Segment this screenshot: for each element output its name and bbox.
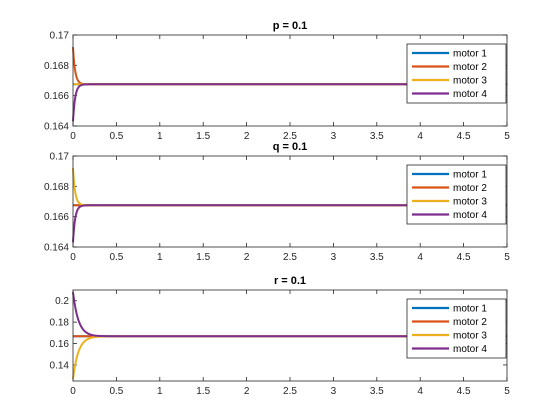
subplot-title: q = 0.1 [273,141,308,153]
series-lines [72,291,507,380]
axis-ticks: 0 0.5 1 1.5 2 2.5 3 3.5 4 4.5 5 0.164 0.166 0.168 0.17 [44,152,510,264]
axes-box [72,34,508,127]
axis-ticks: 0 0.5 1 1.5 2 2.5 3 3.5 4 4.5 5 0.164 0.166 0.168 0.17 [44,31,510,143]
y-tick-label: 0.168 [44,61,69,72]
legend-label: motor 2 [453,62,487,73]
y-tick-label: 0.2 [55,296,69,307]
x-tick-label: 0.5 [109,131,123,142]
legend: motor 1 motor 2 motor 3 motor 4 [406,43,507,104]
subplot-title: p = 0.1 [273,20,308,32]
x-tick-label: 5 [504,252,510,263]
y-tick-label: 0.18 [50,318,70,329]
x-tick-label: 1.5 [196,131,210,142]
x-tick-label: 0 [70,131,76,142]
x-tick-label: 0.5 [109,386,123,397]
y-tick-label: 0.17 [50,152,70,163]
x-tick-label: 3 [331,252,337,263]
x-tick-label: 2 [244,252,250,263]
legend-label: motor 2 [453,317,487,328]
y-tick-label: 0.16 [50,339,70,350]
series-lines [72,46,507,123]
legend-label: motor 3 [453,197,487,208]
legend-label: motor 1 [453,170,487,181]
x-tick-label: 4 [417,131,423,142]
x-tick-label: 2 [244,386,250,397]
x-tick-label: 1 [157,386,163,397]
series-line-motor-4 [72,83,507,123]
axes-box [72,289,508,382]
y-tick-label: 0.164 [44,243,69,254]
legend: motor 1 motor 2 motor 3 motor 4 [406,164,507,225]
series-line-motor-4 [72,204,507,244]
legend-label: motor 4 [453,89,487,100]
x-tick-label: 0 [70,252,76,263]
x-tick-label: 3.5 [370,131,384,142]
legend-label: motor 3 [453,331,487,342]
y-tick-label: 0.168 [44,182,69,193]
x-tick-label: 3 [331,386,337,397]
x-tick-label: 1 [157,131,163,142]
x-tick-label: 4.5 [457,131,471,142]
x-tick-label: 2.5 [283,252,297,263]
legend-label: motor 1 [453,49,487,60]
subplot-q: q = 0.1 0 0.5 1 1.5 2 2.5 3 3.5 4 4.5 50.1640.1660… [44,141,510,263]
legend-label: motor 4 [453,344,487,355]
y-tick-label: 0.17 [50,31,70,42]
x-tick-label: 5 [504,386,510,397]
x-tick-label: 4.5 [457,252,471,263]
legend-label: motor 1 [453,304,487,315]
x-tick-label: 5 [504,131,510,142]
legend-label: motor 4 [453,210,487,221]
y-tick-label: 0.14 [50,360,70,371]
x-tick-label: 4 [417,386,423,397]
axis-ticks: 0 0.5 1 1.5 2 2.5 3 3.5 4 4.5 5 0.14 0.16 0.18 0.2 [50,290,510,397]
x-tick-label: 4 [417,252,423,263]
x-tick-label: 4.5 [457,386,471,397]
series-line-motor-4 [72,291,507,338]
x-tick-label: 3.5 [370,252,384,263]
y-tick-label: 0.166 [44,212,69,223]
subplot-p: p = 0.1 0 0.5 1 1.5 2 2.5 3 3.5 4 4.5 50.1640.1660… [44,20,510,142]
y-tick-label: 0.166 [44,91,69,102]
subplot-r: r = 0.1 0 0.5 1 1.5 2 2.5 3 3.5 4 4.5 5 0.14 0.16 0.1… [50,275,511,397]
legend-label: motor 3 [453,76,487,87]
subplot-title: r = 0.1 [274,275,306,287]
x-tick-label: 1.5 [196,252,210,263]
x-tick-label: 2 [244,131,250,142]
x-tick-label: 2.5 [283,386,297,397]
axes-box [72,155,508,248]
x-tick-label: 0 [70,386,76,397]
legend-label: motor 2 [453,183,487,194]
y-tick-label: 0.164 [44,122,69,133]
x-tick-label: 1 [157,252,163,263]
series-lines [72,167,507,244]
x-tick-label: 0.5 [109,252,123,263]
x-tick-label: 2.5 [283,131,297,142]
legend: motor 1 motor 2 motor 3 motor 4 [406,298,507,359]
x-tick-label: 3 [331,131,337,142]
x-tick-label: 1.5 [196,386,210,397]
x-tick-label: 3.5 [370,386,384,397]
